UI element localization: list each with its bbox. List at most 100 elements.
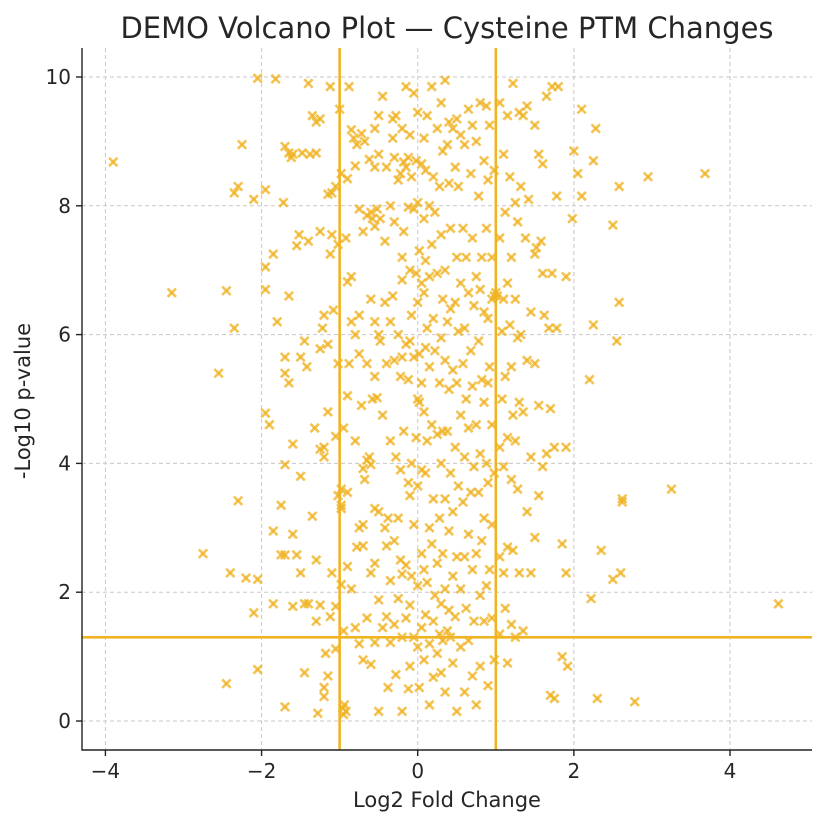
data-point-marker [434,513,445,524]
data-point-marker [436,229,447,240]
data-point-marker [514,397,525,408]
data-point-marker [498,567,509,579]
data-point-marker [525,306,537,318]
data-point-marker [420,255,431,266]
data-point-marker [455,583,466,595]
data-point-marker [512,484,523,495]
data-point-marker [468,300,480,311]
data-point-marker [270,73,281,85]
data-point-marker [295,471,306,482]
data-point-marker [537,268,548,279]
data-point-marker [365,459,376,470]
data-point-marker [450,162,461,173]
data-point-marker [459,451,470,463]
data-point-marker [592,693,603,704]
data-point-marker [463,422,474,434]
data-point-marker [229,323,240,334]
data-point-marker [396,706,408,717]
data-point-marker [515,329,526,340]
axis-layer: −4 −2 0 2 4 0 2 4 6 8 10 [46,48,812,783]
data-point-marker [529,358,540,369]
data-point-marker [539,310,550,321]
data-point-marker [393,513,404,524]
data-point-marker [642,171,654,182]
data-point-marker [381,358,392,369]
data-point-marker [459,551,470,562]
data-point-marker [372,203,383,215]
data-point-marker [346,316,357,327]
data-point-marker [236,139,248,150]
data-point-marker [221,678,232,689]
data-point-marker [416,548,427,559]
data-point-marker [442,426,453,437]
data-point-marker [414,397,425,408]
data-point-marker [390,451,401,463]
data-point-marker [475,661,486,672]
y-tick-label: 10 [46,65,71,89]
data-point-marker [373,110,384,121]
data-point-marker [420,609,431,620]
data-point-marker [535,236,547,247]
data-point-marker [537,158,548,170]
data-point-marker [416,377,427,389]
data-point-marker [361,612,373,624]
data-point-marker [393,174,404,186]
data-point-marker [293,229,305,240]
data-point-marker [396,123,408,134]
data-point-marker [489,467,500,479]
data-point-marker [307,511,318,522]
grid-layer [82,48,812,750]
data-point-marker [279,368,291,379]
data-point-marker [500,207,511,218]
data-point-marker [506,474,517,485]
data-point-marker [369,637,380,648]
data-point-marker [560,567,572,579]
data-point-marker [498,461,509,472]
data-point-marker [471,271,482,282]
data-point-marker [482,477,494,488]
data-point-marker [396,569,408,580]
data-point-marker [357,654,369,665]
data-point-marker [412,480,423,492]
data-point-marker [507,409,519,421]
data-point-marker [382,513,394,524]
data-point-marker [567,213,578,224]
data-point-marker [318,310,330,321]
data-point-marker [166,287,177,298]
data-point-marker [421,110,433,121]
data-point-marker [500,371,511,382]
data-point-marker [381,162,392,173]
data-point-marker [607,219,619,231]
data-point-marker [395,464,406,475]
data-point-marker [429,207,441,218]
data-point-marker [439,583,451,595]
data-point-marker [421,323,433,334]
data-point-marker [666,484,677,495]
data-point-marker [426,419,437,430]
data-point-marker [455,409,466,421]
data-point-marker [537,461,548,472]
data-point-marker [400,612,412,624]
data-point-marker [252,73,263,84]
data-point-marker [457,358,469,369]
data-point-marker [447,570,458,582]
data-point-marker [365,294,376,305]
data-point-marker [404,661,416,672]
data-point-marker [287,529,298,540]
data-point-marker [225,567,236,579]
data-point-marker [576,191,587,202]
data-point-marker [412,641,423,653]
data-point-marker [450,611,461,622]
x-axis-label: Log2 Fold Change [353,788,541,812]
data-point-marker [432,558,443,569]
data-point-marker [346,124,357,135]
data-point-marker [510,294,521,305]
data-point-marker [478,306,490,318]
data-point-marker [357,519,369,530]
data-point-marker [498,149,509,160]
data-point-marker [421,577,433,588]
data-point-marker [317,323,328,334]
data-point-marker [471,548,482,559]
data-point-marker [369,316,380,327]
data-point-marker [484,564,495,575]
